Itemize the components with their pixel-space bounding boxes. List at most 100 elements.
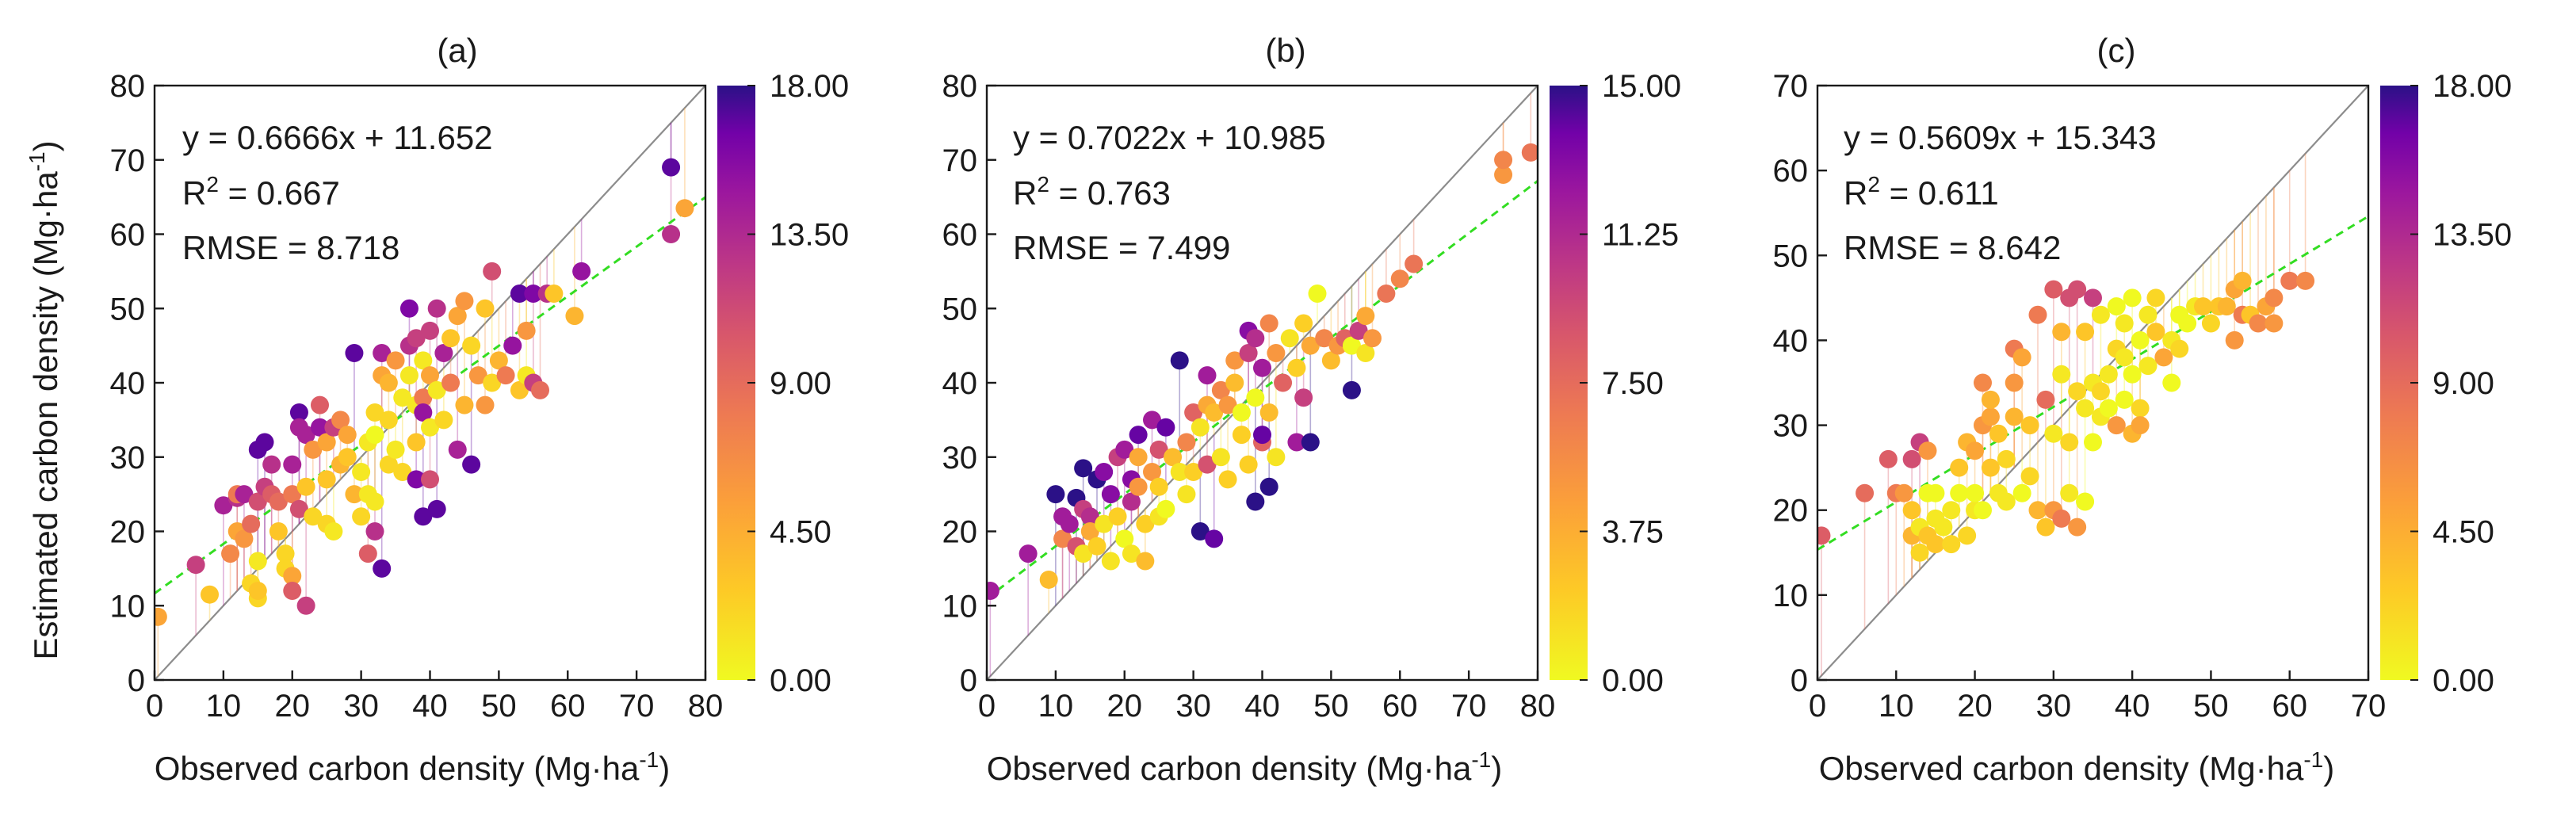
data-point <box>414 507 433 526</box>
data-point <box>379 373 398 392</box>
data-point <box>1184 403 1203 422</box>
data-point <box>1177 485 1196 504</box>
data-point <box>2044 424 2063 443</box>
data-point <box>2091 305 2110 324</box>
data-point <box>1856 483 1875 502</box>
data-point <box>2076 492 2095 511</box>
data-point <box>2028 501 2047 520</box>
data-point <box>545 285 564 303</box>
x-tick-label: 80 <box>1520 689 1556 724</box>
y-tick-label: 0 <box>960 663 977 698</box>
data-point <box>269 522 288 540</box>
data-point <box>262 455 281 474</box>
data-point <box>1494 151 1513 170</box>
data-point <box>2146 288 2165 307</box>
data-point <box>1129 426 1148 445</box>
data-point <box>524 285 543 303</box>
data-point <box>221 544 240 563</box>
data-point <box>441 329 461 348</box>
data-point <box>455 395 474 414</box>
data-point <box>448 307 467 326</box>
panel-title: (c) <box>2097 32 2136 69</box>
plot-contents <box>987 86 1538 680</box>
data-point <box>1934 518 1953 537</box>
data-point <box>1080 507 1099 526</box>
data-point <box>345 344 364 362</box>
y-tick-label: 40 <box>942 366 978 401</box>
data-point <box>296 596 315 615</box>
data-point <box>2020 416 2039 435</box>
data-point <box>1301 433 1320 452</box>
data-point <box>1294 314 1313 333</box>
data-point <box>235 485 254 504</box>
data-point <box>1164 448 1183 467</box>
data-point <box>317 433 336 452</box>
data-point <box>1129 448 1148 467</box>
data-point <box>1926 535 1945 554</box>
data-point <box>476 395 495 414</box>
data-point <box>1494 166 1513 184</box>
data-point <box>1039 570 1058 589</box>
r-squared: R2 = 0.763 <box>1013 172 1171 212</box>
x-tick-label: 0 <box>1809 689 1826 724</box>
y-tick-label: 50 <box>1773 239 1809 273</box>
data-point <box>283 582 302 600</box>
data-point <box>503 336 522 355</box>
x-tick-label: 30 <box>2036 689 2072 724</box>
colorbar-tick-label: 18.00 <box>770 69 849 104</box>
data-point <box>2068 280 2087 299</box>
data-point <box>1974 501 1992 520</box>
colorbar-tick-label: 0.00 <box>1602 663 1664 698</box>
data-point <box>2115 348 2134 367</box>
data-point <box>1246 329 1265 348</box>
data-point <box>1108 507 1127 526</box>
colorbar-tick-label: 18.00 <box>2433 69 2512 104</box>
data-point <box>1053 529 1072 548</box>
data-point <box>483 262 502 281</box>
data-point <box>1074 459 1093 478</box>
x-tick-label: 60 <box>550 689 586 724</box>
data-point <box>510 380 529 399</box>
data-point <box>289 499 308 518</box>
data-point <box>2005 407 2024 426</box>
data-point <box>1101 485 1120 504</box>
data-point <box>1274 373 1293 392</box>
data-point <box>1095 514 1114 533</box>
y-tick-label: 40 <box>110 366 146 401</box>
data-point <box>296 426 315 445</box>
data-point <box>1136 552 1155 571</box>
data-point <box>1280 329 1299 348</box>
data-point <box>1156 418 1175 437</box>
data-point <box>2225 330 2244 349</box>
data-point <box>1122 544 1141 563</box>
data-point <box>1817 526 1831 545</box>
data-point <box>1101 552 1120 571</box>
data-point <box>1198 455 1217 474</box>
data-point <box>434 344 453 362</box>
panel-c: (c) 0 10 20 30 40 50 60 70 0 10 20 30 40 50 60 70 y = 0… <box>1773 32 2513 787</box>
data-point <box>1225 373 1244 392</box>
plot-area: 0 10 20 30 40 50 60 70 0 10 20 30 40 50 60 70 <box>1773 69 2387 724</box>
data-point <box>352 507 371 526</box>
colorbar-tick-label: 0.00 <box>770 663 831 698</box>
data-point <box>399 299 419 318</box>
colorbar: 15.00 11.25 7.50 3.75 0.00 <box>1550 69 1681 698</box>
data-point <box>531 380 549 399</box>
data-point <box>1143 411 1161 430</box>
y-tick-label: 20 <box>1773 494 1809 529</box>
data-point <box>1211 380 1230 399</box>
data-point <box>1342 380 1361 399</box>
data-point <box>1894 483 1913 502</box>
data-point <box>358 544 377 563</box>
data-point <box>1136 514 1155 533</box>
data-point <box>1239 455 1258 474</box>
y-tick-label: 30 <box>1773 409 1809 444</box>
colorbar-tick-label: 7.50 <box>1602 366 1664 401</box>
data-point <box>324 522 343 540</box>
data-point <box>2178 314 2197 333</box>
x-tick-label: 30 <box>1175 689 1211 724</box>
x-tick-label: 50 <box>481 689 517 724</box>
data-point <box>365 403 384 422</box>
data-point <box>2115 314 2134 333</box>
